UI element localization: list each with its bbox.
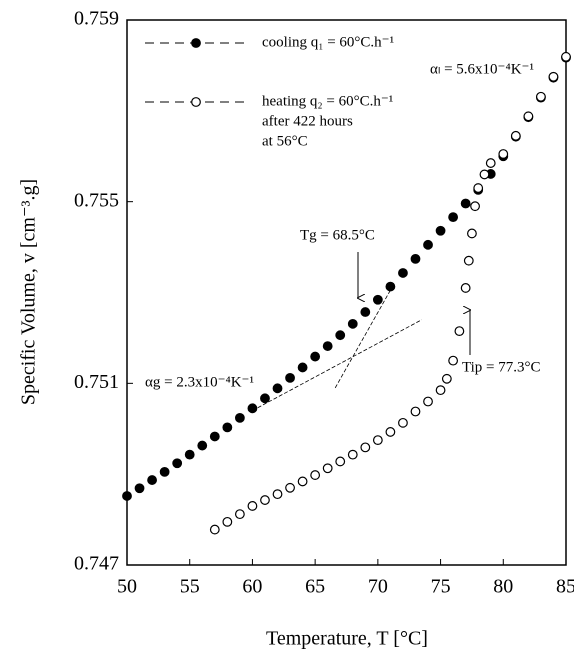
data-point <box>260 393 270 404</box>
data-point <box>322 463 333 474</box>
legend-label: cooling q₁ = 60°C.h⁻¹ <box>262 34 394 50</box>
x-tick-label: 70 <box>368 576 388 598</box>
data-point <box>410 406 421 417</box>
x-tick-label: 50 <box>117 576 137 598</box>
data-point <box>209 524 220 535</box>
data-point <box>498 149 509 159</box>
data-point <box>523 111 534 122</box>
data-point <box>435 385 446 396</box>
y-tick-label: 0.747 <box>74 553 119 575</box>
x-tick-label: 75 <box>431 576 451 598</box>
data-point <box>460 283 471 293</box>
data-point <box>460 198 471 209</box>
data-point <box>234 509 245 520</box>
legend-marker <box>191 38 201 48</box>
data-point <box>441 373 452 384</box>
data-point <box>285 372 295 383</box>
data-point <box>222 422 233 433</box>
data-point <box>184 449 195 460</box>
x-tick-label: 65 <box>305 576 325 598</box>
data-point <box>463 255 474 266</box>
tangent-line <box>334 290 391 389</box>
data-point <box>372 294 383 305</box>
data-point <box>385 427 396 437</box>
data-point <box>347 449 358 460</box>
y-axis-label: Specific Volume, v [cm⁻³.g] <box>18 179 40 405</box>
data-point <box>548 71 559 82</box>
data-point <box>448 212 459 223</box>
data-point <box>485 158 496 168</box>
data-point <box>423 396 433 407</box>
annotation: αg = 2.3x10⁻⁴K⁻¹ <box>145 374 254 390</box>
data-point <box>335 330 346 341</box>
annotation: Tip = 77.3°C <box>462 359 541 375</box>
data-point <box>197 440 208 451</box>
data-point <box>122 491 132 501</box>
data-point <box>470 201 480 212</box>
legend-marker <box>191 97 201 107</box>
data-point <box>247 501 258 511</box>
x-tick-label: 85 <box>556 576 574 598</box>
data-point <box>134 483 145 494</box>
data-point <box>297 476 308 487</box>
data-point <box>310 351 321 362</box>
data-point <box>473 183 484 193</box>
data-point <box>536 91 546 102</box>
data-point <box>423 239 433 250</box>
data-point <box>435 225 446 236</box>
data-point <box>467 228 477 239</box>
legend-note: at 56°C <box>262 133 308 149</box>
data-point <box>222 516 233 527</box>
y-tick-label: 0.755 <box>74 189 119 211</box>
legend-note: after 422 hours <box>262 113 353 129</box>
data-point <box>479 169 490 180</box>
x-tick-label: 80 <box>493 576 513 598</box>
data-point <box>322 341 333 351</box>
data-point <box>448 355 459 366</box>
x-axis-label: Temperature, T [°C] <box>266 628 428 650</box>
tangent-line <box>252 319 422 411</box>
data-point <box>297 362 308 373</box>
data-point <box>385 281 396 292</box>
x-tick-label: 55 <box>180 576 200 598</box>
data-point <box>347 318 358 329</box>
data-point <box>398 417 408 428</box>
data-point <box>410 253 421 264</box>
annotation: αₗ = 5.6x10⁻⁴K⁻¹ <box>430 61 534 77</box>
y-tick-label: 0.759 <box>74 8 119 30</box>
data-point <box>234 412 245 423</box>
data-point <box>335 456 346 467</box>
data-point <box>360 442 371 453</box>
data-point <box>285 482 295 493</box>
data-point <box>398 268 408 278</box>
annotation: Tg = 68.5°C <box>300 227 375 243</box>
data-point <box>360 307 371 317</box>
plot-frame <box>126 19 567 566</box>
data-point <box>310 470 321 480</box>
data-point <box>561 51 571 62</box>
data-point <box>372 435 383 446</box>
data-point <box>454 326 465 337</box>
data-point <box>510 130 521 141</box>
legend-label: heating q₂ = 60°C.h⁻¹ <box>262 93 393 109</box>
data-point <box>159 466 170 477</box>
y-tick-label: 0.751 <box>74 371 119 393</box>
data-point <box>260 495 270 505</box>
data-point <box>272 489 283 500</box>
data-point <box>247 403 258 414</box>
data-point <box>209 431 220 442</box>
x-tick-label: 60 <box>242 576 262 598</box>
data-point <box>272 383 283 394</box>
data-point <box>172 458 183 469</box>
data-point <box>147 475 157 485</box>
